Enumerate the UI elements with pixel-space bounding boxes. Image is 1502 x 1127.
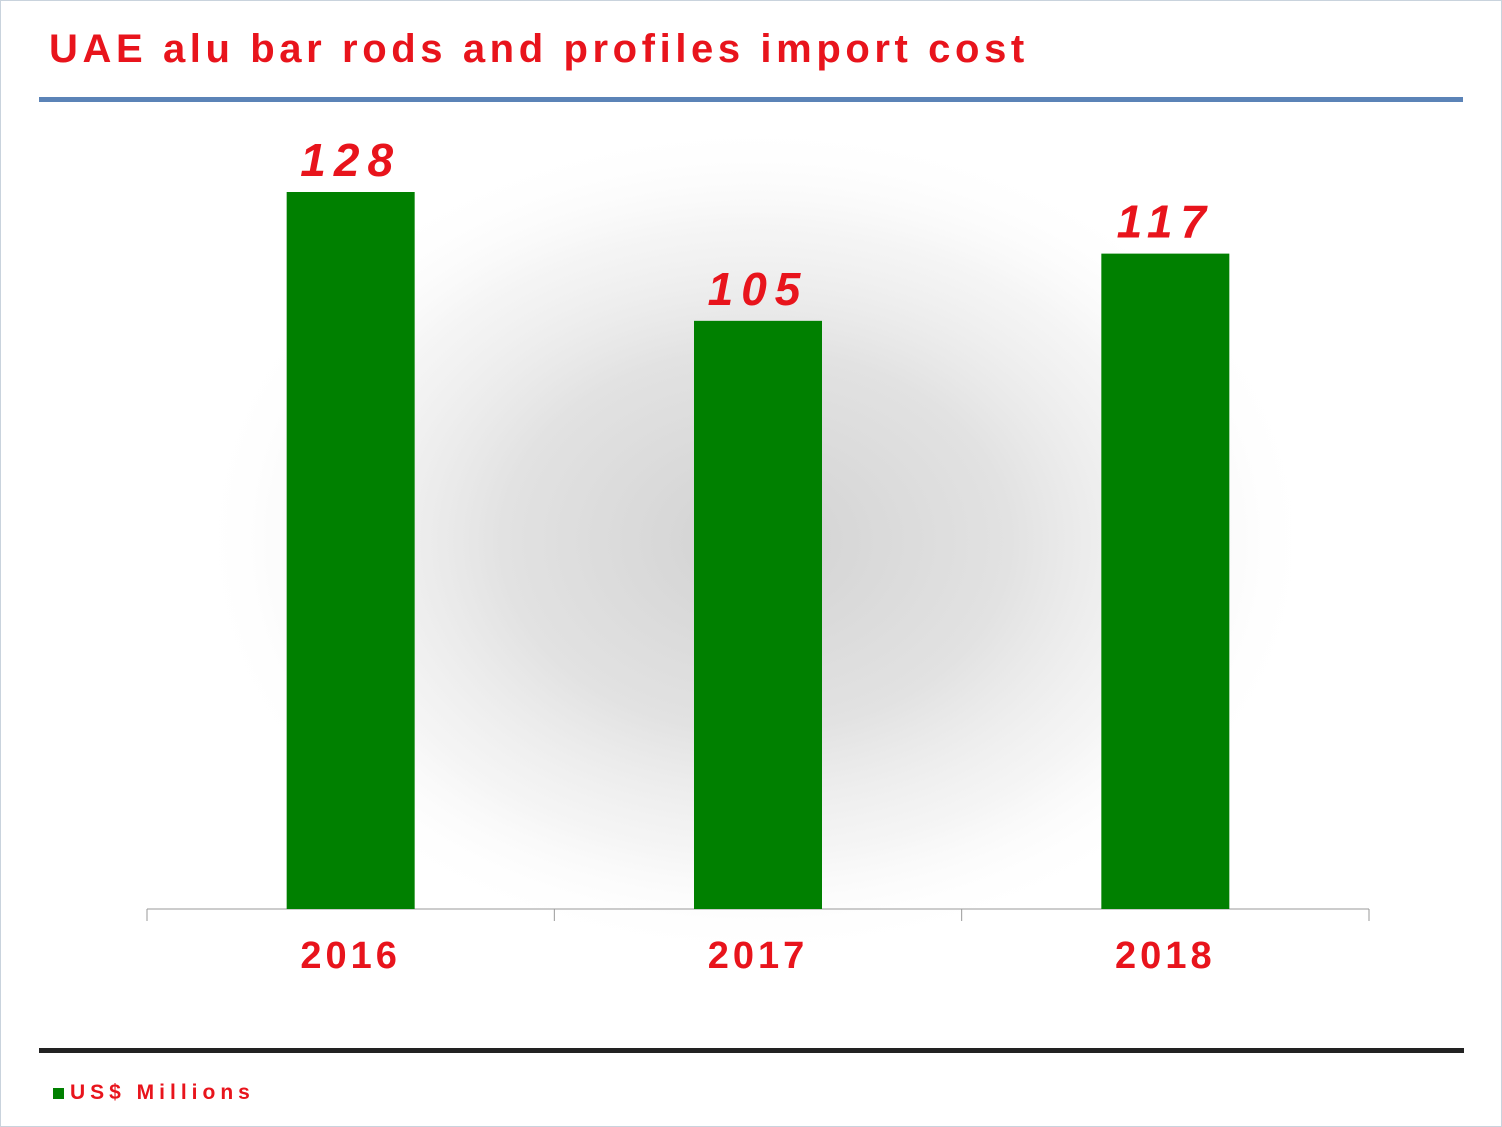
bar-series	[286, 192, 1230, 909]
legend-label: US$ Millions	[70, 1081, 255, 1104]
x-tick-label-2016: 2016	[300, 935, 401, 977]
x-tick-label-2018: 2018	[1115, 935, 1216, 977]
x-tick-label-2017: 2017	[708, 935, 809, 977]
legend: US$ Millions	[53, 1081, 255, 1105]
legend-swatch	[53, 1087, 64, 1099]
bar-2016	[286, 192, 415, 909]
data-label-2018: 117	[1117, 196, 1214, 248]
footer-divider	[39, 1048, 1464, 1053]
bar-2018	[1101, 253, 1230, 909]
data-labels: 128 105 117	[300, 134, 1214, 315]
chart-title: UAE alu bar rods and profiles import cos…	[49, 27, 1029, 71]
data-label-2017: 105	[708, 263, 809, 315]
bar-2017	[694, 320, 822, 909]
x-tick-labels: 2016 2017 2018	[300, 935, 1216, 977]
data-label-2016: 128	[300, 134, 401, 186]
title-divider	[39, 97, 1463, 102]
